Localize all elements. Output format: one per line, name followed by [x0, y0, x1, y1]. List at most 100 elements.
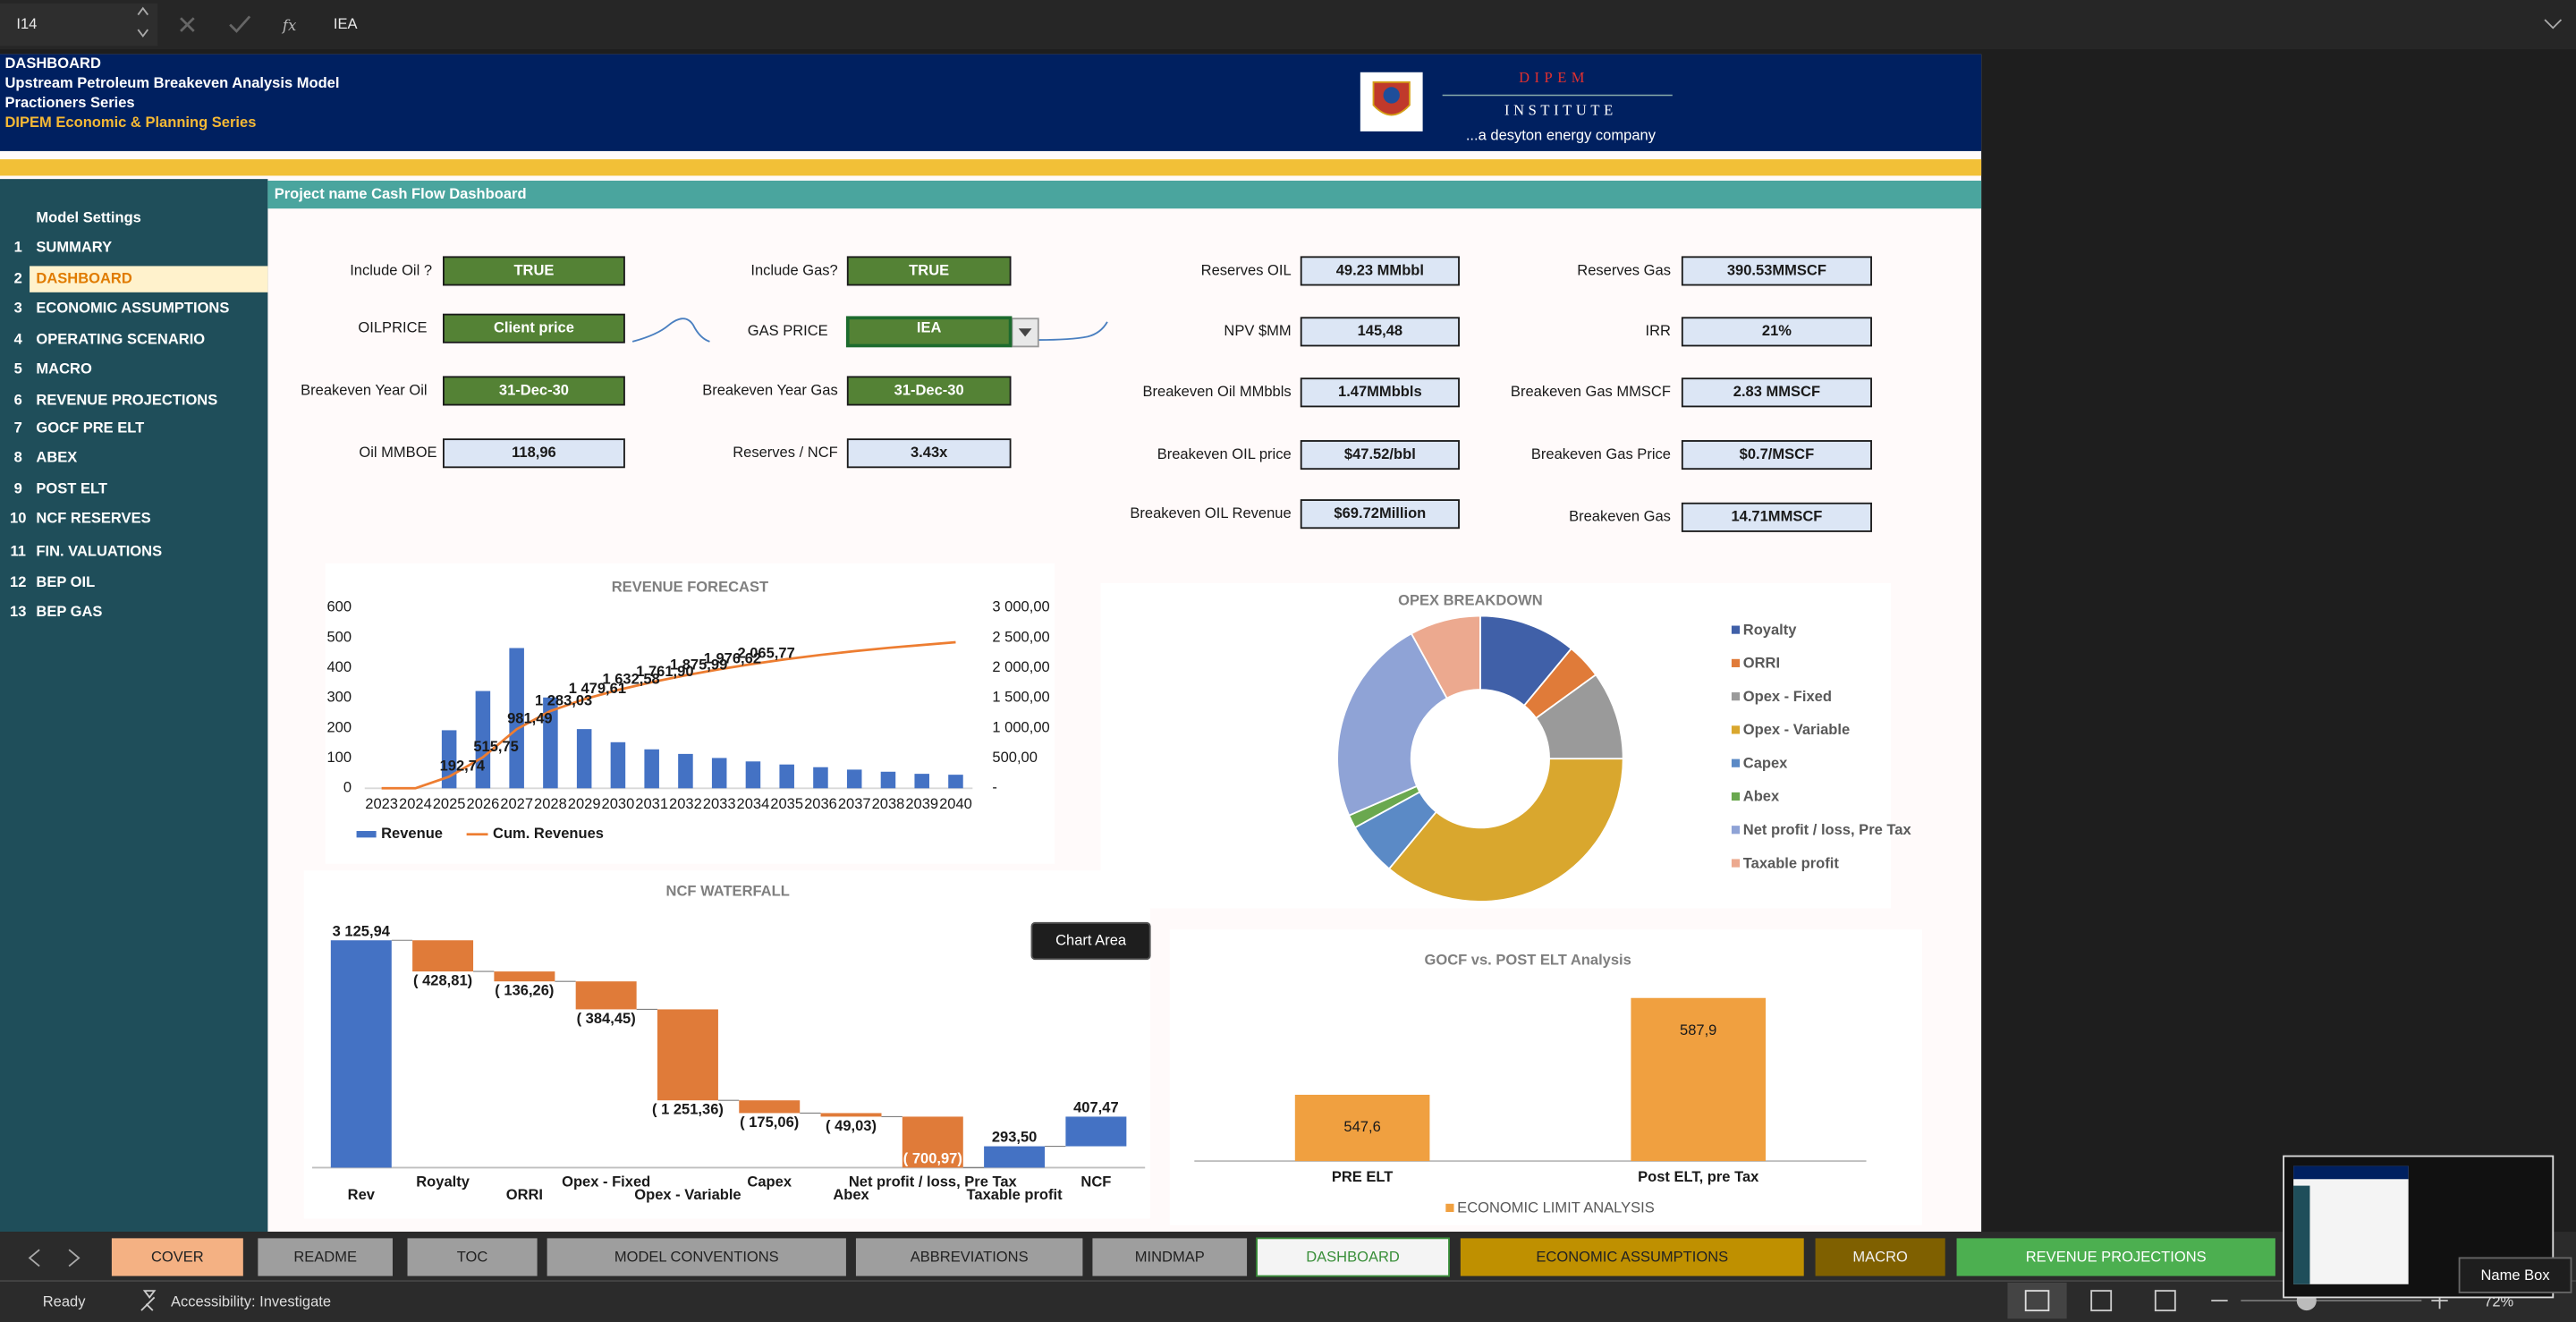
y2-tick-label: 3 000,00 — [992, 598, 1049, 615]
field-label: Breakeven Gas Price — [1531, 445, 1671, 462]
name-box-arrows[interactable] — [137, 6, 149, 38]
waterfall-bar — [902, 1116, 963, 1168]
field-box[interactable] — [1300, 256, 1460, 286]
field-value: $47.52/bbl — [1344, 445, 1416, 462]
legend-label: Net profit / loss, Pre Tax — [1743, 821, 1912, 838]
field-box[interactable] — [1681, 440, 1872, 470]
gocf-bar — [1631, 997, 1767, 1162]
donut-slice — [1336, 632, 1448, 817]
sidebar-item[interactable]: ABEX — [36, 449, 77, 466]
field-box[interactable] — [443, 376, 625, 406]
gocf-chart-area[interactable] — [1169, 929, 1922, 1225]
logo-subtitle: INSTITUTE — [1504, 102, 1617, 119]
sidebar-item[interactable]: MACRO — [36, 360, 92, 377]
header-line: DIPEM Economic & Planning Series — [5, 114, 257, 131]
revenue-chart-area[interactable] — [325, 563, 1055, 864]
field-box[interactable] — [443, 256, 625, 286]
revenue-bar — [576, 729, 592, 789]
tab-scroll[interactable] — [28, 1249, 80, 1267]
sheet-tab[interactable] — [111, 1238, 243, 1276]
enter-icon[interactable] — [229, 15, 251, 33]
y-tick-label: 500 — [326, 628, 352, 645]
dropdown-arrow — [1018, 328, 1032, 337]
value-label: ( 136,26) — [495, 982, 554, 999]
status-accessibility[interactable]: Accessibility: Investigate — [171, 1292, 331, 1309]
normal-view[interactable] — [2007, 1282, 2067, 1319]
field-value: 1.47MMbbls — [1338, 383, 1422, 400]
field-box[interactable] — [846, 376, 1012, 406]
sidebar-item[interactable]: DASHBOARD — [36, 269, 131, 286]
sidebar-number: 8 — [14, 449, 22, 466]
sheet-tab[interactable] — [407, 1238, 538, 1276]
sidebar-item[interactable]: FIN. VALUATIONS — [36, 542, 162, 559]
field-box[interactable] — [1300, 499, 1460, 530]
sheet-tab[interactable] — [1460, 1238, 1804, 1276]
sheet-tab[interactable] — [258, 1238, 393, 1276]
sidebar-number: 3 — [14, 300, 22, 317]
legend-label: Opex - Variable — [1743, 721, 1850, 738]
field-label: Breakeven Year Oil — [301, 381, 427, 398]
field-label: Reserves Gas — [1577, 261, 1671, 278]
y-tick-label: 200 — [326, 718, 352, 735]
field-box[interactable] — [846, 256, 1012, 286]
legend-label: ECONOMIC LIMIT ANALYSIS — [1457, 1199, 1655, 1216]
oil-price-sparkline — [631, 318, 710, 343]
name-box[interactable] — [0, 3, 158, 47]
sidebar-item[interactable]: REVENUE PROJECTIONS — [36, 391, 217, 408]
sheet-tab[interactable] — [1815, 1238, 1945, 1276]
fx-icon[interactable]: fx — [281, 17, 297, 34]
formula-bar — [0, 0, 2576, 50]
expand-icon[interactable] — [2544, 19, 2563, 30]
legend-label: Capex — [1743, 754, 1788, 771]
sheet-tab-label: README — [293, 1249, 357, 1266]
sidebar-item[interactable]: SUMMARY — [36, 239, 112, 256]
waterfall-bar — [575, 981, 637, 1010]
cum-label: 2 065,77 — [737, 645, 794, 662]
sheet-tab[interactable] — [1956, 1238, 2275, 1276]
field-value: 145,48 — [1358, 322, 1403, 339]
sidebar-item[interactable]: POST ELT — [36, 479, 107, 496]
sidebar-item[interactable]: BEP OIL — [36, 573, 95, 590]
sidebar-item[interactable]: OPERATING SCENARIO — [36, 330, 205, 347]
sidebar-number: 7 — [14, 419, 22, 436]
field-box[interactable] — [1300, 440, 1460, 470]
page-break-icon[interactable] — [2154, 1290, 2176, 1312]
sheet-tab-label: ECONOMIC ASSUMPTIONS — [1536, 1249, 1728, 1266]
legend-swatch — [1731, 859, 1741, 868]
field-label: Oil MMBOE — [359, 444, 436, 461]
sidebar-item[interactable]: NCF RESERVES — [36, 510, 150, 527]
page-layout-icon[interactable] — [2090, 1290, 2113, 1312]
sidebar-item[interactable]: BEP GAS — [36, 603, 102, 620]
y2-tick-label: 1 000,00 — [992, 718, 1049, 735]
sheet-tab[interactable] — [855, 1238, 1083, 1276]
sheet-tab[interactable] — [1092, 1238, 1248, 1276]
field-value: 3.43x — [911, 444, 948, 461]
sidebar-item[interactable]: GOCF PRE ELT — [36, 419, 144, 436]
cancel-icon[interactable] — [180, 17, 195, 32]
sidebar-item[interactable]: ECONOMIC ASSUMPTIONS — [36, 300, 229, 317]
y2-tick-label: 1 500,00 — [992, 689, 1049, 706]
field-box[interactable] — [1300, 377, 1460, 408]
field-label: OILPRICE — [358, 319, 427, 336]
name-box-tooltip-text: Name Box — [2480, 1267, 2550, 1284]
field-box[interactable] — [443, 313, 625, 343]
field-label: Breakeven Year Gas — [702, 381, 838, 398]
field-box[interactable] — [1681, 256, 1872, 286]
field-box[interactable] — [443, 438, 625, 469]
field-box[interactable] — [845, 316, 1013, 348]
x-tick-label: 2036 — [804, 795, 837, 812]
accessibility-icon[interactable] — [140, 1290, 157, 1311]
sheet-tab[interactable] — [547, 1238, 846, 1276]
formula-text[interactable]: IEA — [334, 15, 358, 32]
field-box[interactable] — [846, 438, 1012, 469]
cum-line — [381, 640, 956, 790]
field-box[interactable] — [1300, 317, 1460, 347]
field-box[interactable] — [1681, 377, 1872, 408]
legend-swatch — [1731, 658, 1741, 667]
value-label: ( 49,03) — [826, 1117, 877, 1134]
field-box[interactable] — [1681, 317, 1872, 347]
field-box[interactable] — [1681, 502, 1872, 532]
sheet-tab-label: TOC — [457, 1249, 488, 1266]
sheet-tab[interactable] — [1256, 1237, 1450, 1277]
